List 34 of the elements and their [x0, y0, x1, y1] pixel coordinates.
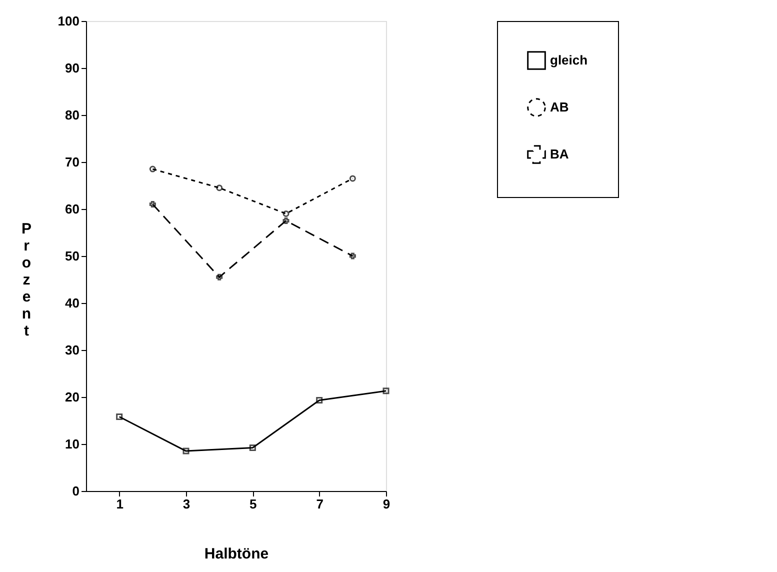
x-tick-label: 3 [182, 496, 190, 512]
point [316, 397, 323, 404]
legend-label: AB [550, 100, 569, 114]
y-axis-title: Prozent [21, 220, 32, 340]
y-tick-label: 90 [65, 60, 80, 76]
point [349, 175, 356, 182]
point [116, 413, 123, 420]
y-tick-label: 70 [65, 154, 80, 170]
point [182, 448, 190, 454]
point [249, 444, 256, 452]
point [216, 274, 223, 280]
y-tick-label: 0 [72, 484, 80, 498]
legend-label: BA [550, 146, 570, 162]
x-tick-label: 1 [116, 496, 124, 512]
y-tick-label: 60 [65, 202, 80, 216]
point [382, 388, 390, 394]
x-tick-label: 7 [316, 496, 324, 512]
y-tick-label: 100 [58, 14, 80, 28]
point [149, 201, 156, 208]
x-tick-label: 9 [382, 496, 390, 512]
x-tick-label: 5 [250, 496, 257, 512]
y-tick-label: 50 [65, 248, 80, 264]
y-tick-label: 40 [65, 296, 80, 310]
point [349, 252, 356, 260]
y-tick-label: 10 [65, 436, 80, 452]
point [149, 166, 156, 172]
y-tick-label: 20 [65, 390, 80, 404]
x-axis-title: Halbtöne [204, 546, 269, 562]
y-tick-label: 30 [65, 342, 80, 358]
y-tick-label: 80 [65, 108, 80, 122]
point [282, 210, 290, 217]
legend-label: gleich [550, 52, 588, 68]
point [282, 218, 290, 224]
point [216, 184, 223, 192]
